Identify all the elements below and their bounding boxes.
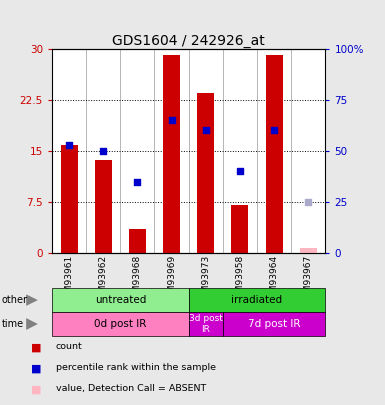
Text: ■: ■ [31, 342, 41, 352]
Point [66, 141, 72, 148]
Text: ■: ■ [31, 363, 41, 373]
Point [134, 178, 141, 185]
Bar [197, 93, 214, 253]
Point [203, 127, 209, 134]
Point [237, 168, 243, 175]
Bar [163, 55, 180, 253]
Text: 7d post IR: 7d post IR [248, 319, 300, 329]
Text: 0d post IR: 0d post IR [94, 319, 147, 329]
Text: untreated: untreated [95, 295, 146, 305]
Bar [266, 55, 283, 253]
Text: value, Detection Call = ABSENT: value, Detection Call = ABSENT [56, 384, 206, 393]
Text: 3d post
IR: 3d post IR [189, 314, 223, 334]
Bar [300, 248, 317, 253]
Text: percentile rank within the sample: percentile rank within the sample [56, 363, 216, 372]
Point [305, 199, 311, 205]
Polygon shape [26, 294, 38, 306]
Bar [129, 229, 146, 253]
Point [100, 148, 106, 154]
Bar [60, 145, 78, 253]
Text: ■: ■ [31, 384, 41, 394]
Point [271, 127, 277, 134]
Title: GDS1604 / 242926_at: GDS1604 / 242926_at [112, 34, 265, 47]
Text: count: count [56, 342, 82, 351]
Text: irradiated: irradiated [231, 295, 283, 305]
Text: time: time [2, 319, 24, 329]
Bar [95, 160, 112, 253]
Point [169, 117, 175, 124]
Bar [231, 205, 248, 253]
Text: other: other [2, 295, 28, 305]
Polygon shape [26, 318, 38, 330]
